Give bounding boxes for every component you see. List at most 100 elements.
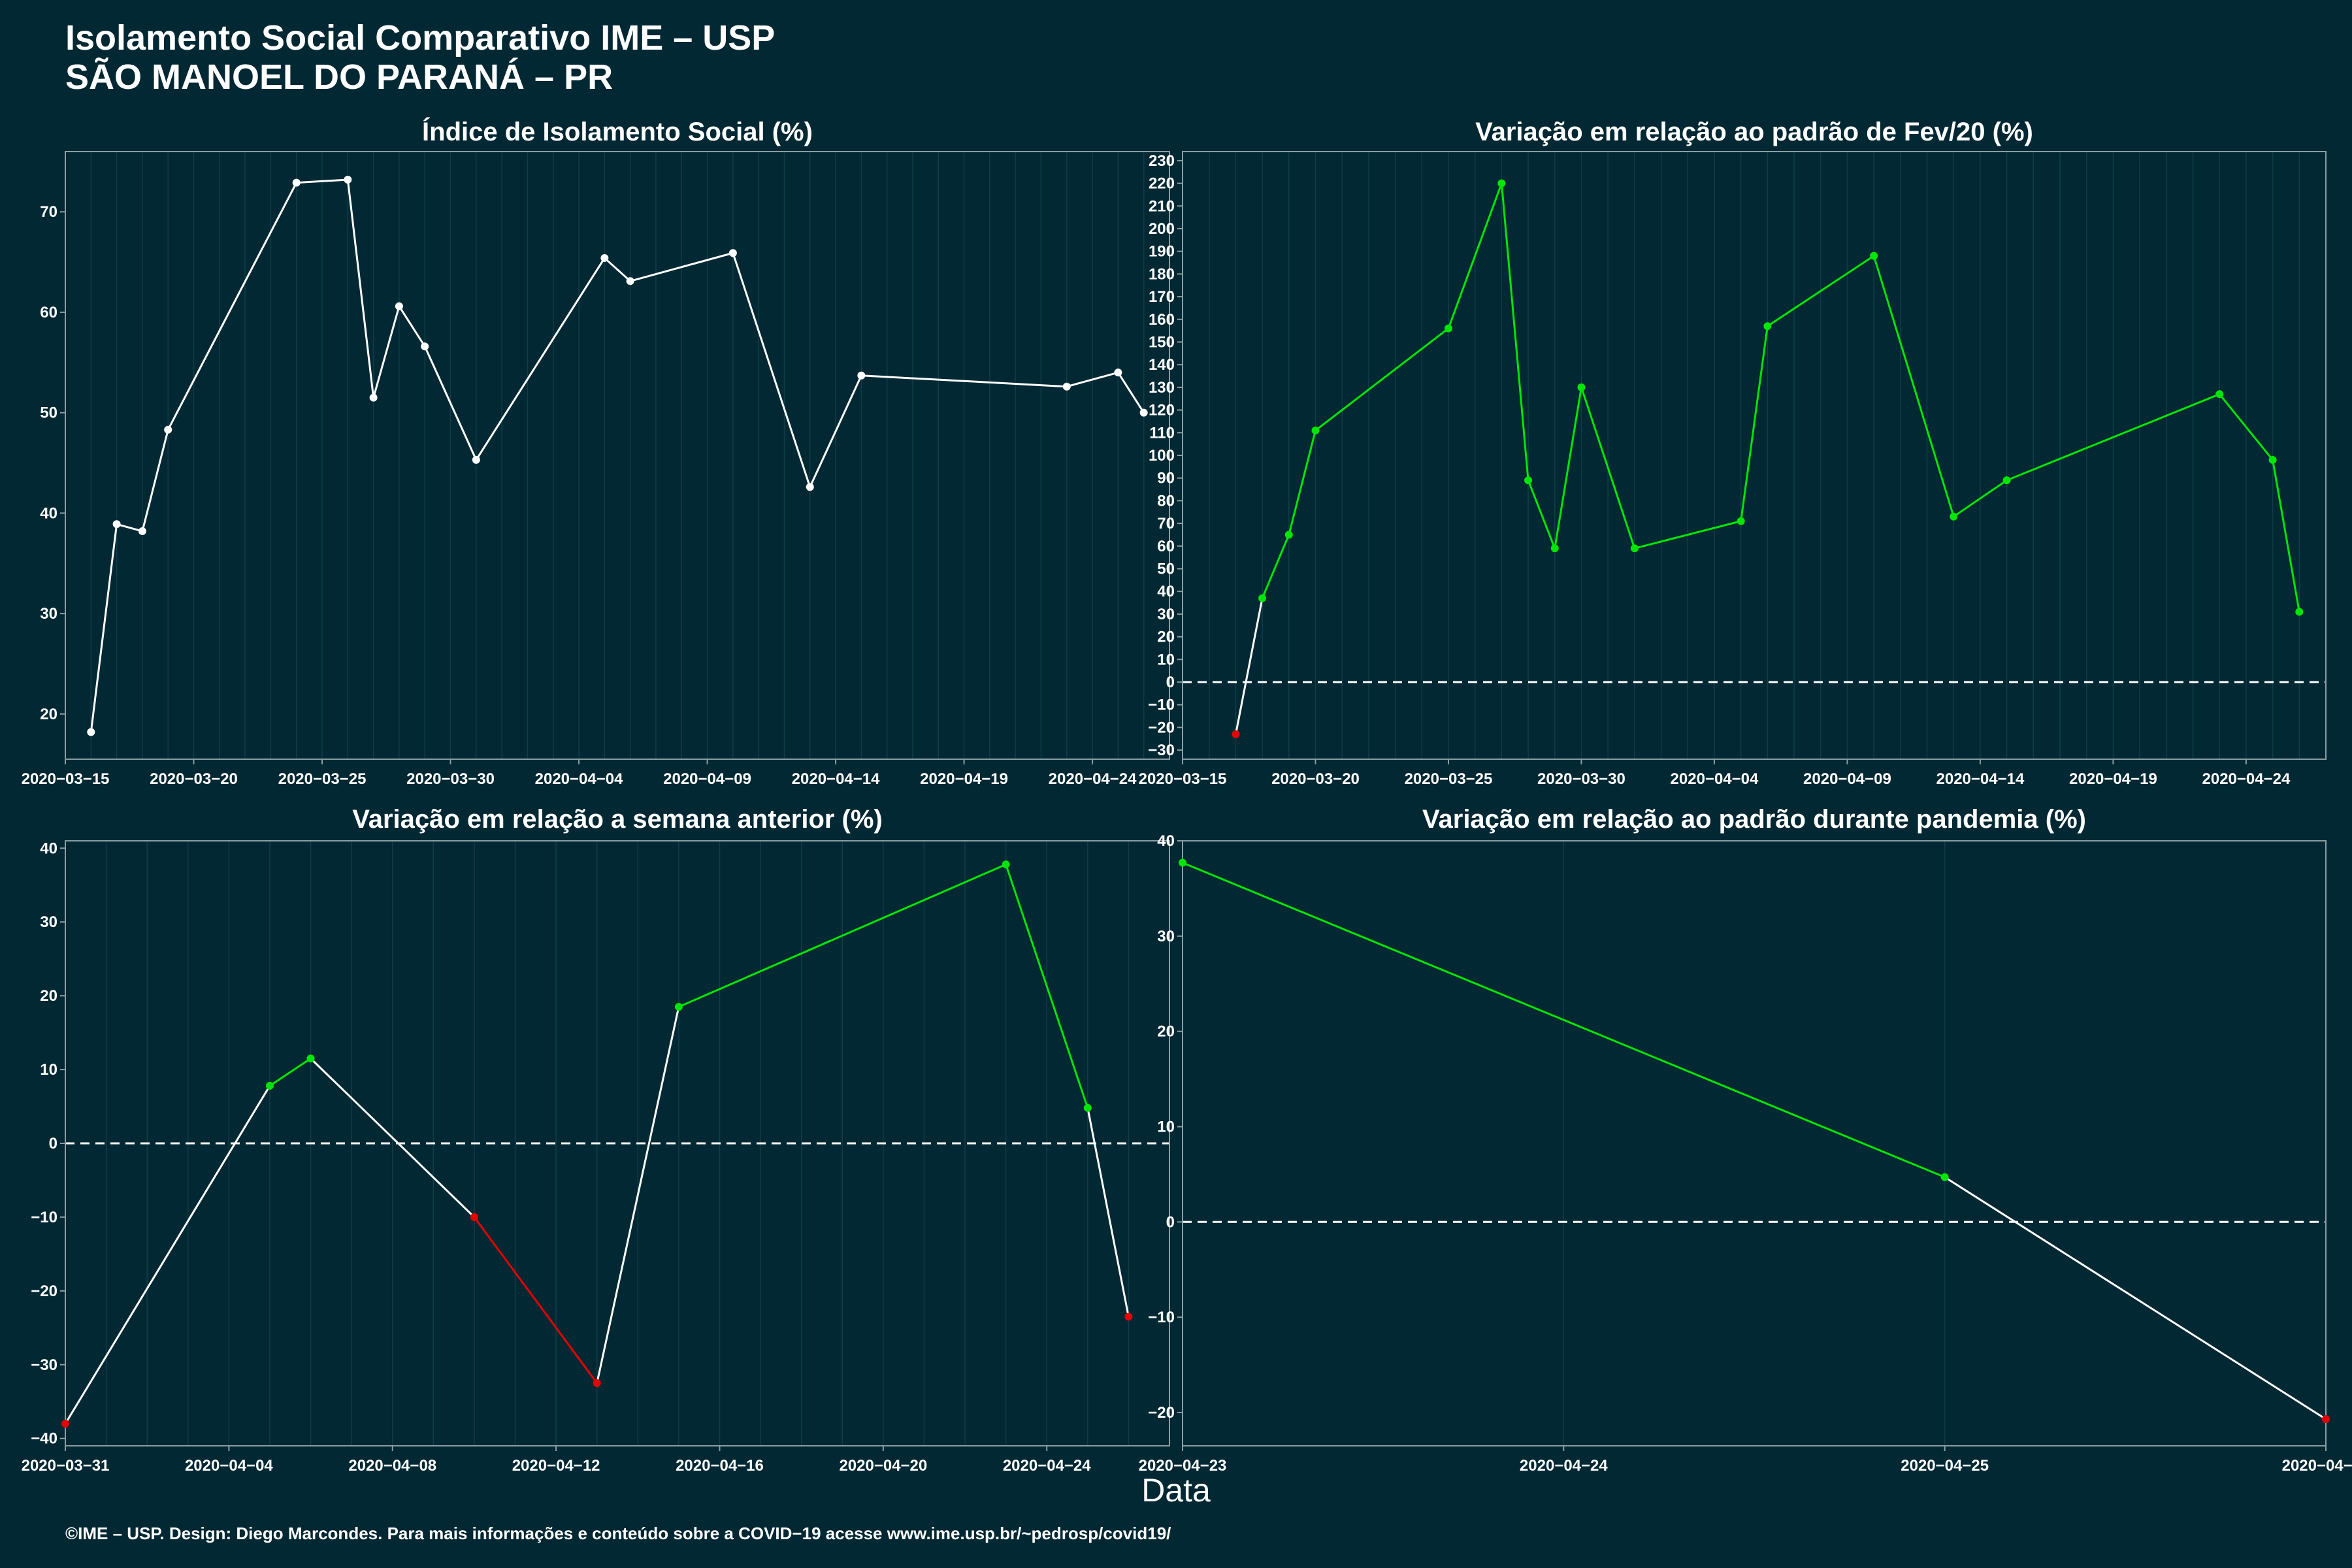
data-point <box>265 1081 274 1090</box>
x-tick-label: 2020−03−31 <box>22 1457 110 1475</box>
y-tick-label: −20 <box>1148 719 1175 736</box>
series-segment <box>167 182 298 431</box>
x-tick-label: 2020−04−23 <box>1139 1457 1227 1475</box>
x-tick-label: 2020−04−19 <box>920 770 1008 788</box>
y-tick-label: −30 <box>31 1356 57 1374</box>
data-point <box>112 520 121 529</box>
data-point <box>1763 322 1772 331</box>
plot-area <box>1183 152 2326 759</box>
plot-frame <box>65 151 1170 760</box>
data-point <box>674 1003 683 1011</box>
y-tick-label: 20 <box>1157 629 1175 646</box>
y-tick-label: 140 <box>1149 356 1175 374</box>
plot-area <box>1183 841 2326 1446</box>
x-tick-label: 2020−03−15 <box>22 770 110 788</box>
data-point <box>1124 1313 1133 1321</box>
series-segment <box>90 524 118 732</box>
data-point <box>600 253 609 262</box>
x-tick-label: 2020−04−14 <box>792 770 880 788</box>
y-tick-label: 180 <box>1149 265 1175 283</box>
data-point <box>292 178 301 187</box>
series-segment <box>1086 1107 1130 1317</box>
y-tick-label: 10 <box>1157 1118 1175 1135</box>
series-segment <box>861 374 1067 388</box>
y-tick-label: 170 <box>1149 288 1175 306</box>
y-tick-label: 20 <box>40 706 57 723</box>
series-segment <box>1288 430 1316 535</box>
panel-title-semana-anterior: Variação em relação a semana anterior (%… <box>352 805 883 834</box>
y-tick-label: 150 <box>1149 333 1175 351</box>
y-tick-label: 40 <box>40 504 57 522</box>
x-tick-label: 2020−04−09 <box>1803 770 1891 788</box>
x-tick-label: 2020−04−16 <box>676 1457 764 1475</box>
series-segment <box>809 375 862 488</box>
data-point <box>1083 1103 1092 1112</box>
y-tick-label: 10 <box>1157 651 1175 668</box>
data-point <box>1524 476 1533 485</box>
main-subtitle: SÃO MANOEL DO PARANÁ – PR <box>65 57 613 97</box>
series-segment <box>2219 393 2274 461</box>
y-tick-label: 70 <box>1157 515 1175 532</box>
x-tick-label: 2020−04−04 <box>185 1457 273 1475</box>
data-point <box>1002 860 1010 869</box>
y-tick-label: 200 <box>1149 220 1175 238</box>
series-segment <box>1740 325 1769 521</box>
data-point <box>1870 252 1878 260</box>
x-tick-label: 2020−04−08 <box>348 1457 436 1475</box>
y-tick-label: 30 <box>1157 928 1175 945</box>
y-tick-label: 220 <box>1149 175 1175 193</box>
data-point <box>2295 608 2304 616</box>
series-segment <box>346 179 375 398</box>
series-segment <box>269 1057 312 1087</box>
y-tick-label: 70 <box>40 203 57 221</box>
series-segment <box>596 1006 680 1384</box>
data-point <box>1139 408 1148 417</box>
series-segment <box>116 523 143 532</box>
main-title: Isolamento Social Comparativo IME – USP <box>65 18 776 57</box>
plot-area <box>65 152 1169 759</box>
y-tick-label: 20 <box>40 987 57 1005</box>
series-segment <box>1315 327 1449 432</box>
data-point <box>470 1213 478 1221</box>
y-tick-label: 110 <box>1149 424 1175 442</box>
data-point <box>1577 383 1586 391</box>
data-point <box>1179 858 1186 867</box>
data-point <box>472 455 480 464</box>
series-segment <box>1005 864 1089 1109</box>
x-axis-label: Data <box>1141 1472 1211 1509</box>
x-tick-label: 2020−04−24 <box>2202 770 2291 788</box>
x-tick-label: 2020−03−30 <box>1537 770 1625 788</box>
y-tick-label: 160 <box>1149 311 1175 329</box>
panel-title-pandemia: Variação em relação ao padrão durante pa… <box>1422 805 2086 834</box>
data-point <box>87 728 95 736</box>
y-tick-label: −10 <box>1148 696 1175 714</box>
y-tick-label: 60 <box>40 304 57 321</box>
series-segment <box>1634 520 1742 549</box>
y-tick-label: 40 <box>40 840 57 857</box>
x-tick-label: 2020−04−24 <box>1520 1457 1608 1475</box>
y-tick-label: −10 <box>31 1209 57 1226</box>
x-tick-label: 2020−04−12 <box>512 1457 600 1475</box>
y-tick-label: 50 <box>1157 561 1175 578</box>
data-point <box>1444 324 1452 333</box>
data-point <box>626 277 634 286</box>
y-tick-label: −10 <box>1148 1309 1175 1326</box>
data-point <box>1940 1173 1949 1181</box>
y-tick-label: 30 <box>40 913 57 931</box>
data-point <box>1311 426 1320 434</box>
data-point <box>421 342 429 351</box>
y-tick-label: 210 <box>1149 197 1175 215</box>
data-point <box>1630 544 1639 553</box>
series-segment <box>1066 371 1119 388</box>
series-segment <box>604 257 631 282</box>
data-point <box>1284 531 1293 539</box>
series-segment <box>141 429 169 532</box>
x-tick-label: 2020−03−25 <box>1405 770 1493 788</box>
data-point <box>1062 382 1071 391</box>
series-segment <box>1527 480 1556 549</box>
data-point <box>164 425 172 434</box>
series-segment <box>1117 372 1145 414</box>
x-tick-label: 2020−04−09 <box>663 770 751 788</box>
series-segment <box>1580 387 1636 549</box>
data-point <box>1950 512 1958 521</box>
